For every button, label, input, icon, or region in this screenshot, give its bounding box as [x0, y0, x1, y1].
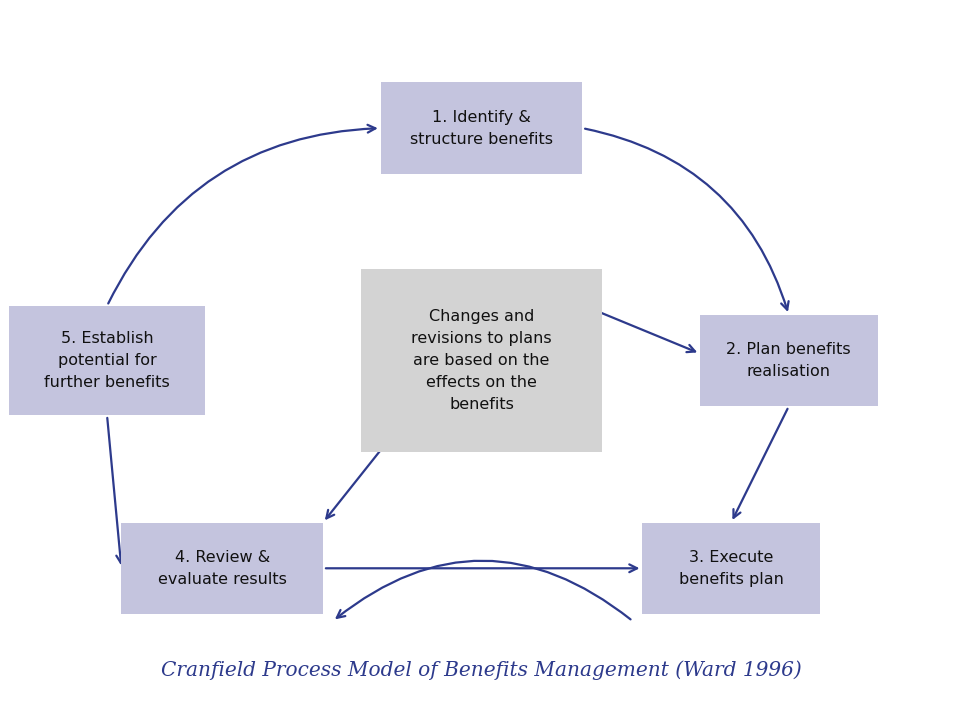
Text: 1. Identify &
structure benefits: 1. Identify & structure benefits	[410, 110, 553, 147]
FancyBboxPatch shape	[9, 306, 205, 415]
Text: 3. Execute
benefits plan: 3. Execute benefits plan	[679, 549, 784, 587]
FancyBboxPatch shape	[361, 269, 602, 452]
Text: 5. Establish
potential for
further benefits: 5. Establish potential for further benef…	[44, 331, 169, 390]
Text: 4. Review &
evaluate results: 4. Review & evaluate results	[158, 549, 287, 587]
Text: 2. Plan benefits
realisation: 2. Plan benefits realisation	[726, 342, 851, 379]
FancyBboxPatch shape	[121, 522, 323, 614]
FancyBboxPatch shape	[642, 522, 820, 614]
FancyBboxPatch shape	[700, 315, 877, 407]
FancyBboxPatch shape	[380, 83, 583, 174]
Text: Changes and
revisions to plans
are based on the
effects on the
benefits: Changes and revisions to plans are based…	[411, 309, 552, 412]
Text: Cranfield Process Model of Benefits Management (Ward 1996): Cranfield Process Model of Benefits Mana…	[161, 660, 802, 680]
